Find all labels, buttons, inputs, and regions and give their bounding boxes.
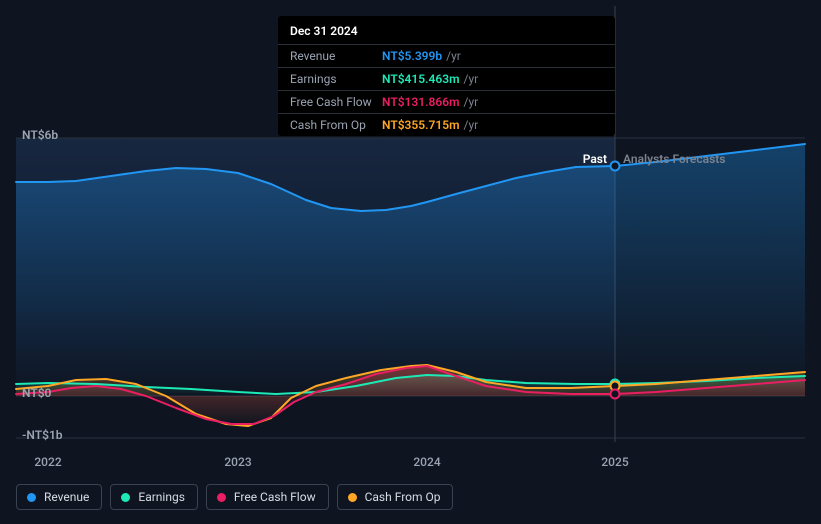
forecast-label: Analysts Forecasts: [623, 152, 725, 166]
tooltip-row-label: Revenue: [290, 49, 382, 63]
y-axis-label: NT$0: [22, 386, 51, 400]
y-axis-label: NT$6b: [22, 128, 58, 142]
tooltip-row: Cash From OpNT$355.715m/yr: [278, 114, 615, 136]
legend-swatch: [121, 493, 130, 502]
legend-item-earnings[interactable]: Earnings: [110, 484, 198, 510]
legend-swatch: [27, 493, 36, 502]
tooltip-date: Dec 31 2024: [278, 16, 615, 45]
tooltip-row-value: NT$415.463m: [382, 72, 460, 86]
tooltip-row-unit: /yr: [464, 95, 479, 109]
legend-item-revenue[interactable]: Revenue: [16, 484, 102, 510]
chart-svg: [16, 126, 805, 442]
financials-chart[interactable]: Past Analysts Forecasts NT$6bNT$0-NT$1b2…: [16, 126, 805, 442]
tooltip-row-label: Earnings: [290, 72, 382, 86]
tooltip-row-value: NT$5.399b: [382, 49, 442, 63]
legend-label: Earnings: [138, 490, 185, 504]
tooltip-row-value: NT$131.866m: [382, 95, 460, 109]
tooltip-row: Free Cash FlowNT$131.866m/yr: [278, 91, 615, 114]
tooltip-row-label: Cash From Op: [290, 118, 382, 132]
legend-item-cashfromop[interactable]: Cash From Op: [337, 484, 454, 510]
tooltip-row-unit: /yr: [464, 118, 479, 132]
past-label: Past: [583, 152, 607, 166]
tooltip-row-unit: /yr: [464, 72, 479, 86]
legend: Revenue Earnings Free Cash Flow Cash From O…: [16, 484, 453, 510]
tooltip-row: EarningsNT$415.463m/yr: [278, 68, 615, 91]
tooltip-row-label: Free Cash Flow: [290, 95, 382, 109]
tooltip-row: RevenueNT$5.399b/yr: [278, 45, 615, 68]
legend-label: Free Cash Flow: [234, 490, 316, 504]
x-axis-label: 2022: [34, 455, 61, 469]
x-axis-label: 2023: [224, 455, 251, 469]
legend-swatch: [348, 493, 357, 502]
y-axis-label: -NT$1b: [22, 428, 63, 442]
legend-label: Cash From Op: [365, 490, 441, 504]
legend-item-fcf[interactable]: Free Cash Flow: [206, 484, 329, 510]
legend-swatch: [217, 493, 226, 502]
tooltip-row-unit: /yr: [446, 49, 461, 63]
chart-tooltip: Dec 31 2024 RevenueNT$5.399b/yrEarningsN…: [278, 16, 615, 136]
tooltip-row-value: NT$355.715m: [382, 118, 460, 132]
legend-label: Revenue: [44, 490, 89, 504]
x-axis-label: 2025: [601, 455, 628, 469]
x-axis-label: 2024: [413, 455, 440, 469]
